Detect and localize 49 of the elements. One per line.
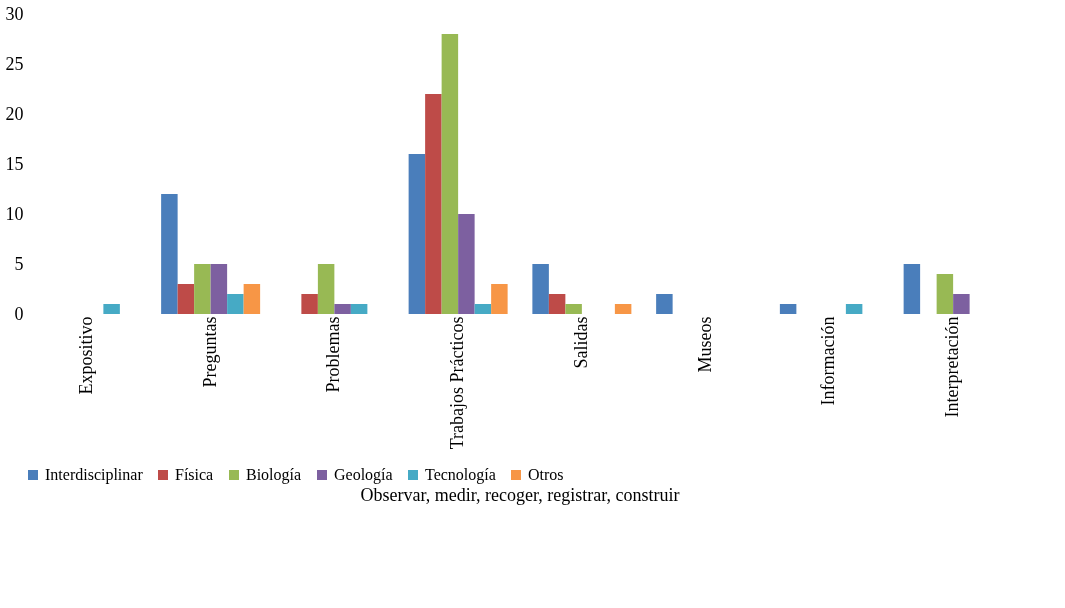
legend-label: Física: [175, 466, 214, 483]
x-tick-label: Información: [818, 316, 839, 406]
x-tick-label: Preguntas: [199, 316, 220, 388]
bar: [161, 194, 178, 314]
bar: [334, 304, 351, 314]
bar: [779, 304, 797, 314]
x-axis-title: Observar, medir, recoger, registrar, construir: [360, 485, 680, 505]
x-tick-label: Interpretación: [942, 316, 963, 418]
bar: [903, 264, 921, 314]
legend-label: Biología: [246, 466, 302, 484]
bar: [656, 294, 673, 314]
bar: [194, 264, 211, 314]
legend-label: Tecnología: [425, 466, 496, 484]
bar: [491, 284, 508, 314]
bar: [845, 304, 863, 314]
x-tick-label: Museos: [694, 316, 715, 373]
y-tick-label: 15: [5, 153, 24, 174]
bar: [953, 294, 970, 314]
bar: [548, 294, 566, 314]
bar: [441, 34, 459, 314]
bar: [532, 264, 549, 314]
x-tick-label: Problemas: [323, 316, 344, 393]
y-tick-label: 30: [5, 3, 24, 24]
y-tick-label: 25: [5, 53, 24, 74]
y-tick-label: 5: [14, 253, 24, 274]
bar: [425, 94, 442, 314]
y-tick-label: 10: [5, 203, 24, 224]
bar: [458, 214, 475, 314]
x-tick-label: Salidas: [570, 316, 591, 369]
legend-label: Otros: [528, 466, 564, 483]
bar: [227, 294, 244, 314]
bar: [350, 304, 368, 314]
y-tick-label: 0: [14, 303, 24, 324]
x-tick-label: Trabajos Prácticos: [447, 316, 468, 450]
legend-label: Geología: [334, 466, 393, 484]
bar: [103, 304, 120, 314]
bar: [936, 274, 954, 314]
bar: [408, 154, 426, 314]
bar: [177, 284, 195, 314]
bar: [210, 264, 228, 314]
bar: [565, 304, 582, 314]
bar: [317, 264, 335, 314]
bar: [474, 304, 492, 314]
legend-label: Interdisciplinar: [45, 466, 144, 484]
y-tick-label: 20: [5, 103, 24, 124]
bar: [243, 284, 261, 314]
x-tick-label: Expositivo: [75, 316, 96, 395]
bar: [614, 304, 632, 314]
bar: [301, 294, 318, 314]
